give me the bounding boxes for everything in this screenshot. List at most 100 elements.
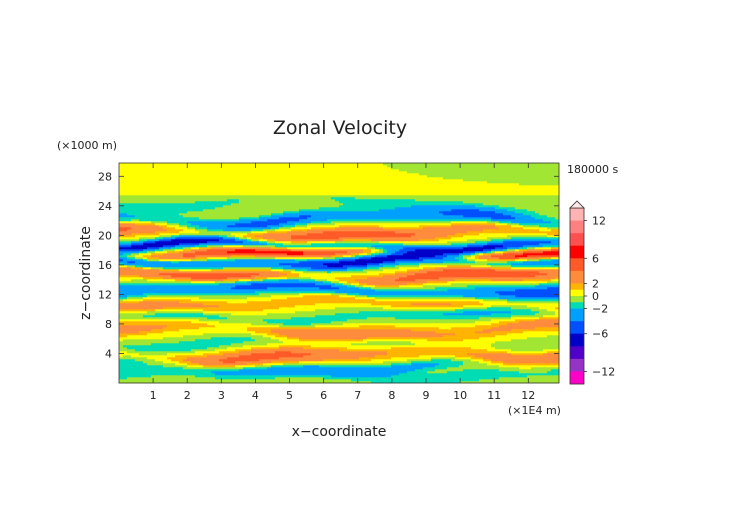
heatmap-cell [267, 227, 271, 229]
heatmap-cell [239, 191, 243, 193]
heatmap-cell [143, 253, 147, 255]
heatmap-cell [171, 243, 175, 245]
heatmap-cell [263, 217, 267, 219]
heatmap-cell [231, 301, 235, 303]
heatmap-cell [155, 377, 159, 379]
heatmap-cell [275, 239, 279, 241]
heatmap-cell [247, 307, 251, 309]
heatmap-cell [255, 307, 259, 309]
heatmap-cell [235, 221, 239, 223]
heatmap-cell [191, 195, 195, 197]
heatmap-cell [127, 239, 131, 241]
heatmap-cell [291, 367, 295, 369]
heatmap-cell [239, 167, 243, 169]
heatmap-cell [183, 177, 187, 179]
heatmap-cell [243, 341, 247, 343]
heatmap-cell [231, 209, 235, 211]
heatmap-cell [167, 187, 171, 189]
heatmap-cell [295, 233, 299, 235]
heatmap-cell [283, 365, 287, 367]
heatmap-cell [223, 319, 227, 321]
heatmap-cell [143, 333, 147, 335]
heatmap-cell [223, 213, 227, 215]
heatmap-cell [163, 327, 167, 329]
heatmap-cell [283, 363, 287, 365]
heatmap-cell [127, 293, 131, 295]
heatmap-cell [251, 175, 255, 177]
heatmap-cell [299, 305, 303, 307]
heatmap-cell [275, 185, 279, 187]
heatmap-cell [295, 273, 299, 275]
heatmap-cell [287, 175, 291, 177]
heatmap-cell [255, 269, 259, 271]
heatmap-cell [235, 183, 239, 185]
heatmap-cell [275, 235, 279, 237]
heatmap-cell [255, 317, 259, 319]
heatmap-cell [259, 171, 263, 173]
heatmap-cell [143, 249, 147, 251]
heatmap-cell [191, 245, 195, 247]
heatmap-cell [167, 287, 171, 289]
heatmap-cell [239, 341, 243, 343]
heatmap-cell [247, 251, 251, 253]
heatmap-cell [227, 325, 231, 327]
heatmap-cell [211, 297, 215, 299]
heatmap-cell [279, 265, 283, 267]
heatmap-cell [191, 331, 195, 333]
heatmap-cell [143, 285, 147, 287]
heatmap-cell [135, 293, 139, 295]
heatmap-cell [271, 247, 275, 249]
heatmap-cell [143, 273, 147, 275]
heatmap-cell [191, 375, 195, 377]
heatmap-cell [191, 293, 195, 295]
heatmap-cell [199, 357, 203, 359]
heatmap-cell [175, 215, 179, 217]
heatmap-cell [271, 267, 275, 269]
heatmap-cell [267, 317, 271, 319]
heatmap-cell [167, 327, 171, 329]
heatmap-cell [239, 205, 243, 207]
heatmap-cell [295, 175, 299, 177]
heatmap-cell [231, 309, 235, 311]
heatmap-cell [171, 203, 175, 205]
heatmap-cell [247, 329, 251, 331]
heatmap-cell [291, 237, 295, 239]
heatmap-cell [199, 225, 203, 227]
heatmap-cell [211, 241, 215, 243]
heatmap-cell [231, 373, 235, 375]
heatmap-cell [271, 231, 275, 233]
heatmap-cell [191, 201, 195, 203]
heatmap-cell [207, 271, 211, 273]
heatmap-cell [295, 287, 299, 289]
heatmap-cell [271, 185, 275, 187]
heatmap-cell [215, 193, 219, 195]
heatmap-cell [235, 175, 239, 177]
heatmap-cell [235, 321, 239, 323]
heatmap-cell [299, 309, 303, 311]
heatmap-cell [215, 311, 219, 313]
heatmap-cell [127, 375, 131, 377]
heatmap-cell [175, 229, 179, 231]
heatmap-cell [251, 335, 255, 337]
heatmap-cell [219, 257, 223, 259]
heatmap-cell [155, 231, 159, 233]
heatmap-cell [207, 193, 211, 195]
heatmap-cell [231, 201, 235, 203]
heatmap-cell [175, 235, 179, 237]
heatmap-cell [155, 337, 159, 339]
heatmap-cell [167, 297, 171, 299]
heatmap-cell [231, 335, 235, 337]
heatmap-cell [139, 277, 143, 279]
heatmap-cell [123, 237, 127, 239]
heatmap-cell [259, 307, 263, 309]
heatmap-cell [235, 229, 239, 231]
heatmap-cell [203, 213, 207, 215]
heatmap-cell [243, 265, 247, 267]
heatmap-cell [203, 273, 207, 275]
heatmap-cell [275, 345, 279, 347]
heatmap-cell [211, 303, 215, 305]
heatmap-cell [199, 371, 203, 373]
heatmap-cell [143, 367, 147, 369]
heatmap-cell [299, 359, 303, 361]
heatmap-cell [151, 359, 155, 361]
